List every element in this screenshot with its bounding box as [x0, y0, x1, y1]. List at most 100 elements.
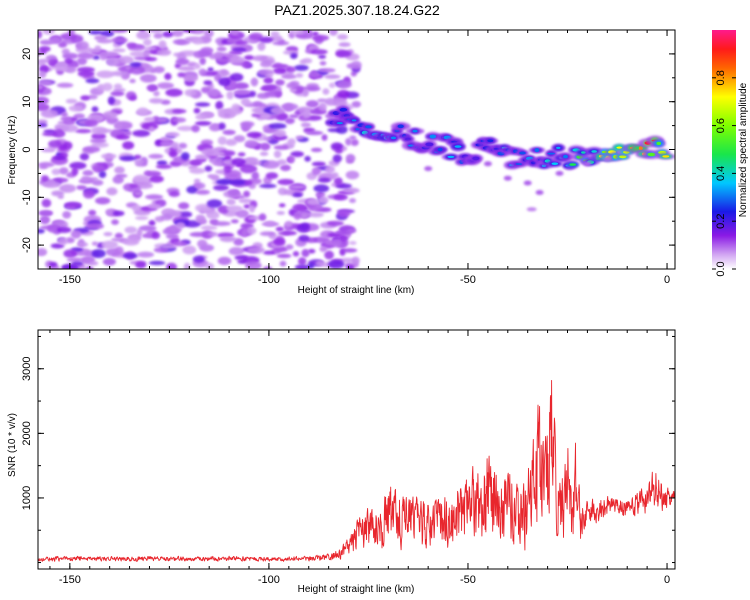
noise-blob	[305, 100, 319, 108]
noise-blob	[76, 57, 88, 66]
noise-blob	[71, 167, 79, 176]
noise-blob	[129, 183, 138, 189]
y-tick-label: 10	[21, 96, 33, 108]
noise-blob	[55, 62, 68, 68]
noise-blob	[240, 98, 251, 106]
noise-blob	[246, 131, 262, 139]
x-tick-label: -150	[59, 574, 81, 586]
noise-blob	[217, 136, 227, 146]
noise-blob	[110, 90, 125, 97]
noise-blob	[213, 221, 231, 227]
noise-blob	[274, 129, 287, 138]
noise-blob	[114, 232, 123, 239]
noise-blob	[265, 73, 273, 78]
noise-blob	[329, 30, 338, 36]
noise-blob	[112, 48, 126, 53]
noise-blob	[56, 82, 74, 88]
x-tick-label: 0	[664, 574, 670, 586]
noise-blob	[133, 174, 149, 184]
noise-blob	[153, 66, 165, 74]
noise-blob	[219, 236, 237, 243]
colorbar-gradient	[712, 30, 736, 269]
noise-blob	[114, 246, 124, 256]
noise-blob	[276, 253, 292, 259]
noise-blob	[233, 238, 244, 246]
noise-blob	[262, 160, 280, 169]
noise-blob	[64, 57, 73, 64]
noise-blob	[204, 165, 213, 172]
signal-peak	[332, 111, 340, 116]
noise-blob	[168, 191, 180, 197]
noise-blob	[191, 124, 200, 133]
noise-blob	[300, 122, 311, 128]
noise-blob	[298, 234, 310, 242]
noise-blob	[70, 230, 82, 239]
noise-blob	[195, 102, 211, 107]
noise-blob	[193, 178, 201, 183]
noise-blob	[139, 225, 157, 232]
noise-blob	[144, 46, 157, 51]
noise-blob	[83, 190, 95, 199]
noise-blob	[38, 103, 50, 111]
noise-blob	[273, 150, 282, 159]
noise-blob	[103, 232, 113, 237]
y-tick-label: 20	[21, 48, 33, 60]
noise-blob	[222, 129, 236, 135]
noise-blob	[337, 209, 351, 218]
noise-blob	[98, 170, 107, 179]
noise-blob	[276, 211, 285, 215]
noise-blob	[43, 181, 61, 188]
noise-blob	[227, 189, 240, 197]
colorbar-tick-label: 0.0	[715, 261, 727, 276]
noise-blob	[147, 84, 158, 92]
noise-blob	[165, 233, 179, 240]
noise-blob	[156, 49, 172, 56]
noise-blob	[49, 36, 62, 44]
noise-blob	[153, 32, 164, 39]
noise-blob	[165, 131, 180, 138]
noise-blob	[277, 178, 295, 186]
noise-blob	[172, 30, 184, 37]
colorbar-tick-label: 0.4	[715, 166, 727, 181]
noise-blob	[158, 40, 167, 49]
noise-blob	[119, 155, 137, 161]
snr-series-line	[38, 379, 675, 562]
noise-blob	[304, 155, 311, 162]
signal-peak	[336, 122, 343, 125]
noise-blob	[345, 153, 356, 163]
spectrogram-x-axis-label: Height of straight line (km)	[298, 285, 415, 296]
noise-blob	[110, 30, 129, 33]
y-tick-label: 1000	[21, 486, 33, 510]
noise-blob	[218, 77, 232, 87]
noise-blob	[293, 212, 302, 220]
signal-peak	[515, 163, 523, 165]
noise-blob	[91, 126, 107, 135]
signal-peak	[619, 155, 627, 159]
noise-blob	[41, 198, 52, 208]
noise-blob	[290, 151, 305, 158]
signal-peak	[454, 145, 462, 148]
noise-blob	[229, 30, 239, 36]
noise-blob	[38, 70, 47, 79]
noise-blob	[261, 84, 277, 91]
chart-title: PAZ1.2025.307.18.24.G22	[274, 2, 440, 18]
noise-blob	[190, 30, 206, 35]
noise-blob	[38, 248, 48, 256]
noise-blob	[55, 67, 69, 72]
noise-blob	[76, 185, 87, 191]
noise-blob	[122, 252, 138, 259]
noise-blob	[76, 41, 89, 50]
noise-blob	[288, 185, 306, 189]
noise-blob	[52, 129, 66, 138]
noise-blob	[339, 257, 356, 263]
noise-blob	[309, 71, 320, 79]
noise-blob	[289, 88, 297, 93]
noise-blob	[268, 123, 287, 130]
noise-blob	[265, 172, 279, 180]
noise-blob	[38, 30, 43, 39]
noise-blob	[195, 189, 210, 195]
signal-peak	[351, 119, 357, 122]
signal-spot	[583, 161, 592, 167]
